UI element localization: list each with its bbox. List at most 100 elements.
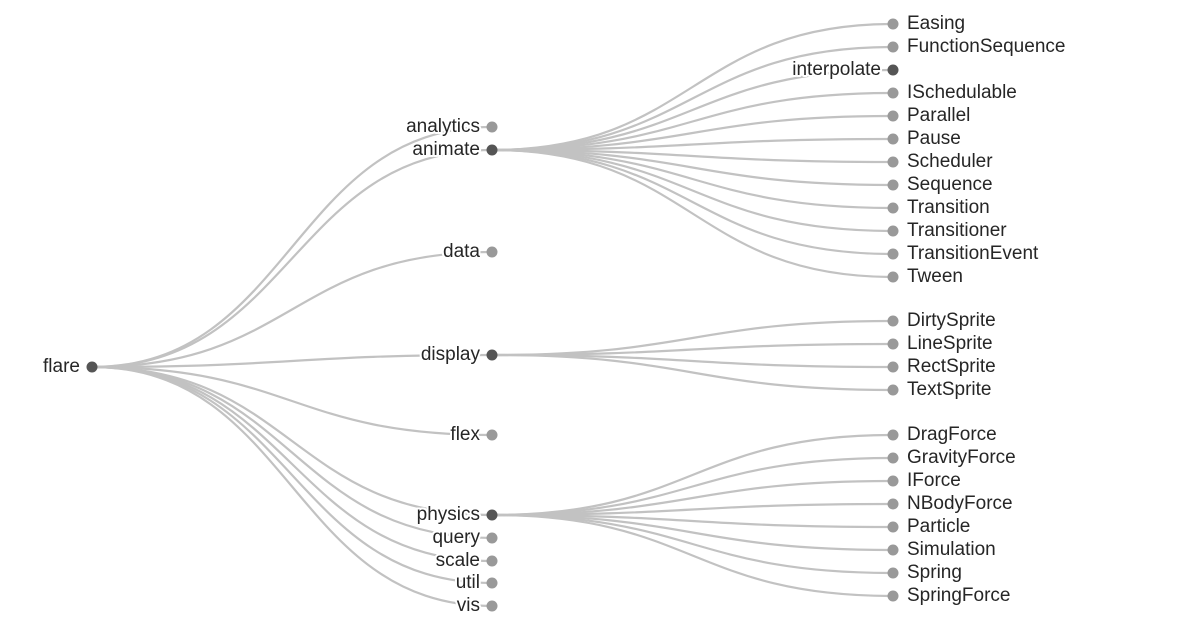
node-rect-sprite[interactable]: RectSprite xyxy=(887,354,998,379)
node-dot-iforce[interactable] xyxy=(887,475,899,487)
node-easing[interactable]: Easing xyxy=(887,11,967,36)
node-simulation[interactable]: Simulation xyxy=(887,537,998,562)
node-scheduler[interactable]: Scheduler xyxy=(887,149,995,174)
node-label-util: util xyxy=(456,572,480,593)
node-dot-function-sequence[interactable] xyxy=(887,41,899,53)
node-transition[interactable]: Transition xyxy=(887,195,992,220)
node-flex[interactable]: flex xyxy=(448,422,498,447)
node-analytics[interactable]: analytics xyxy=(404,114,498,139)
link-physics-iforce xyxy=(491,479,894,517)
node-dot-vis[interactable] xyxy=(486,600,498,612)
link-animate-sequence xyxy=(491,148,894,187)
node-function-sequence[interactable]: FunctionSequence xyxy=(887,34,1067,59)
link-flare-vis xyxy=(91,365,493,608)
link-flare-data xyxy=(91,250,493,369)
node-label-iforce: IForce xyxy=(907,470,961,491)
node-dot-interpolate[interactable] xyxy=(887,64,899,76)
node-nbody-force[interactable]: NBodyForce xyxy=(887,491,1015,516)
node-dot-particle[interactable] xyxy=(887,521,899,533)
node-dot-nbody-force[interactable] xyxy=(887,498,899,510)
node-flare[interactable]: flare xyxy=(41,354,98,379)
node-dot-dirty-sprite[interactable] xyxy=(887,315,899,327)
node-vis[interactable]: vis xyxy=(455,593,498,618)
node-scale[interactable]: scale xyxy=(434,548,498,573)
link-physics-drag-force xyxy=(491,433,894,517)
node-dot-physics[interactable] xyxy=(486,509,498,521)
node-label-parallel: Parallel xyxy=(907,105,970,126)
node-text-sprite[interactable]: TextSprite xyxy=(887,377,993,402)
node-label-nbody-force: NBodyForce xyxy=(907,493,1013,514)
link-animate-transition-event xyxy=(491,148,894,256)
node-parallel[interactable]: Parallel xyxy=(887,103,972,128)
node-label-easing: Easing xyxy=(907,13,965,34)
node-label-sequence: Sequence xyxy=(907,174,993,195)
node-query[interactable]: query xyxy=(430,525,498,550)
link-animate-transitioner xyxy=(491,148,894,233)
node-transitioner[interactable]: Transitioner xyxy=(887,218,1009,243)
node-dot-scale[interactable] xyxy=(486,555,498,567)
node-label-transitioner: Transitioner xyxy=(907,220,1007,241)
link-display-line-sprite xyxy=(491,342,894,357)
node-dot-gravity-force[interactable] xyxy=(887,452,899,464)
node-transition-event[interactable]: TransitionEvent xyxy=(887,241,1041,266)
node-spring[interactable]: Spring xyxy=(887,560,964,585)
node-spring-force[interactable]: SpringForce xyxy=(887,583,1013,608)
node-label-vis: vis xyxy=(457,595,480,616)
node-dot-easing[interactable] xyxy=(887,18,899,30)
link-flare-display xyxy=(91,353,493,369)
node-label-gravity-force: GravityForce xyxy=(907,447,1016,468)
node-util[interactable]: util xyxy=(454,570,498,595)
node-dot-text-sprite[interactable] xyxy=(887,384,899,396)
node-dot-pause[interactable] xyxy=(887,133,899,145)
node-physics[interactable]: physics xyxy=(415,502,498,527)
node-dirty-sprite[interactable]: DirtySprite xyxy=(887,308,998,333)
link-animate-interpolate xyxy=(491,68,894,152)
node-dot-parallel[interactable] xyxy=(887,110,899,122)
node-label-analytics: analytics xyxy=(406,116,480,137)
node-label-pause: Pause xyxy=(907,128,961,149)
node-dot-query[interactable] xyxy=(486,532,498,544)
node-dot-data[interactable] xyxy=(486,246,498,258)
node-line-sprite[interactable]: LineSprite xyxy=(887,331,995,356)
node-dot-transitioner[interactable] xyxy=(887,225,899,237)
node-ischedulable[interactable]: ISchedulable xyxy=(887,80,1019,105)
node-tween[interactable]: Tween xyxy=(887,264,965,289)
node-dot-analytics[interactable] xyxy=(486,121,498,133)
node-iforce[interactable]: IForce xyxy=(887,468,963,493)
node-dot-flare[interactable] xyxy=(86,361,98,373)
node-dot-scheduler[interactable] xyxy=(887,156,899,168)
node-label-spring-force: SpringForce xyxy=(907,585,1011,606)
node-dot-tween[interactable] xyxy=(887,271,899,283)
node-dot-util[interactable] xyxy=(486,577,498,589)
node-dot-spring-force[interactable] xyxy=(887,590,899,602)
node-display[interactable]: display xyxy=(419,342,498,367)
node-dot-flex[interactable] xyxy=(486,429,498,441)
node-animate[interactable]: animate xyxy=(410,137,498,162)
node-dot-drag-force[interactable] xyxy=(887,429,899,441)
node-drag-force[interactable]: DragForce xyxy=(887,422,999,447)
node-dot-transition-event[interactable] xyxy=(887,248,899,260)
link-display-rect-sprite xyxy=(491,353,894,369)
node-label-spring: Spring xyxy=(907,562,962,583)
node-particle[interactable]: Particle xyxy=(887,514,972,539)
node-dot-line-sprite[interactable] xyxy=(887,338,899,350)
node-sequence[interactable]: Sequence xyxy=(887,172,995,197)
node-dot-sequence[interactable] xyxy=(887,179,899,191)
node-label-scale: scale xyxy=(436,550,480,571)
node-dot-display[interactable] xyxy=(486,349,498,361)
node-dot-spring[interactable] xyxy=(887,567,899,579)
node-pause[interactable]: Pause xyxy=(887,126,963,151)
node-dot-animate[interactable] xyxy=(486,144,498,156)
node-dot-transition[interactable] xyxy=(887,202,899,214)
node-label-line-sprite: LineSprite xyxy=(907,333,993,354)
node-interpolate[interactable]: interpolate xyxy=(790,57,899,82)
link-animate-easing xyxy=(491,22,894,152)
node-dot-rect-sprite[interactable] xyxy=(887,361,899,373)
node-dot-ischedulable[interactable] xyxy=(887,87,899,99)
link-animate-transition xyxy=(491,148,894,210)
node-gravity-force[interactable]: GravityForce xyxy=(887,445,1018,470)
node-dot-simulation[interactable] xyxy=(887,544,899,556)
node-data[interactable]: data xyxy=(441,239,498,264)
node-label-flare: flare xyxy=(43,356,80,377)
